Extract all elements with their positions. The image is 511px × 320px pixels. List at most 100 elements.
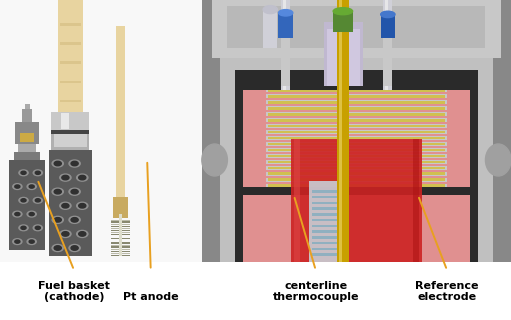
Bar (312, 213, 345, 216)
Bar (25, 104, 30, 109)
Bar (111, 224, 130, 225)
Bar (15, 122, 39, 144)
Bar (268, 137, 445, 140)
Circle shape (35, 226, 40, 229)
Bar (268, 179, 445, 181)
Bar (383, 16, 392, 86)
Bar (51, 130, 89, 134)
Circle shape (21, 171, 26, 174)
Bar (60, 23, 81, 26)
Circle shape (52, 160, 63, 167)
Circle shape (35, 171, 40, 174)
Circle shape (13, 211, 22, 217)
Bar (268, 155, 445, 157)
Bar (60, 100, 81, 102)
Bar (0, 0, 511, 262)
Bar (278, 13, 293, 38)
Bar (51, 112, 89, 130)
Circle shape (79, 232, 86, 236)
Circle shape (79, 204, 86, 208)
Bar (266, 130, 447, 134)
Bar (14, 152, 40, 160)
Circle shape (13, 239, 22, 244)
Bar (235, 187, 478, 195)
Circle shape (27, 184, 36, 189)
Circle shape (54, 161, 61, 166)
Circle shape (54, 246, 61, 250)
Bar (266, 172, 447, 176)
Circle shape (33, 225, 42, 231)
Bar (339, 16, 342, 86)
Bar (111, 242, 130, 244)
Bar (60, 42, 81, 45)
Bar (383, 0, 392, 90)
Circle shape (71, 218, 78, 222)
Bar (111, 232, 130, 233)
Bar (61, 113, 69, 129)
Bar (312, 207, 345, 210)
Circle shape (54, 218, 61, 222)
Bar (235, 70, 478, 262)
Circle shape (29, 212, 34, 216)
Circle shape (60, 174, 71, 181)
Bar (119, 214, 122, 256)
Bar (268, 131, 445, 133)
Bar (268, 143, 445, 145)
Text: Pt anode: Pt anode (123, 292, 178, 302)
Bar (235, 77, 478, 90)
Bar (283, 0, 286, 90)
Circle shape (19, 197, 28, 203)
Bar (268, 184, 445, 187)
Bar (312, 196, 345, 198)
Bar (111, 228, 130, 229)
Bar (111, 255, 130, 256)
Circle shape (15, 240, 20, 243)
Circle shape (21, 226, 26, 229)
Bar (266, 154, 447, 158)
Circle shape (71, 161, 78, 166)
Circle shape (21, 199, 26, 202)
Bar (381, 14, 395, 38)
Circle shape (35, 199, 40, 202)
Bar (268, 166, 445, 169)
Bar (312, 219, 345, 221)
Bar (268, 113, 445, 116)
Bar (60, 81, 81, 83)
Bar (268, 89, 445, 92)
Circle shape (52, 244, 63, 252)
Bar (337, 0, 349, 262)
Bar (312, 248, 345, 250)
Circle shape (29, 185, 34, 188)
Bar (266, 148, 447, 152)
Bar (312, 242, 345, 244)
Bar (18, 144, 36, 152)
Ellipse shape (278, 10, 293, 16)
Bar (291, 139, 422, 262)
Circle shape (60, 202, 71, 209)
Bar (49, 150, 92, 256)
Bar (385, 0, 388, 90)
Bar (281, 16, 290, 86)
Bar (312, 190, 345, 193)
Bar (58, 0, 83, 112)
Ellipse shape (333, 8, 353, 15)
Text: Fuel basket
(cathode): Fuel basket (cathode) (38, 281, 110, 302)
Bar (51, 134, 89, 150)
Circle shape (62, 232, 69, 236)
Bar (212, 0, 501, 58)
Ellipse shape (202, 144, 227, 176)
Text: centerline
thermocouple: centerline thermocouple (272, 281, 359, 302)
Bar (312, 253, 345, 256)
Bar (54, 134, 87, 147)
Bar (294, 139, 300, 262)
Bar (268, 101, 445, 104)
Circle shape (33, 197, 42, 203)
Circle shape (15, 212, 20, 216)
Bar (309, 181, 347, 262)
Bar (113, 197, 128, 218)
Bar (312, 202, 345, 204)
Circle shape (33, 170, 42, 176)
Circle shape (69, 216, 80, 223)
Circle shape (79, 175, 86, 180)
Circle shape (13, 184, 22, 189)
